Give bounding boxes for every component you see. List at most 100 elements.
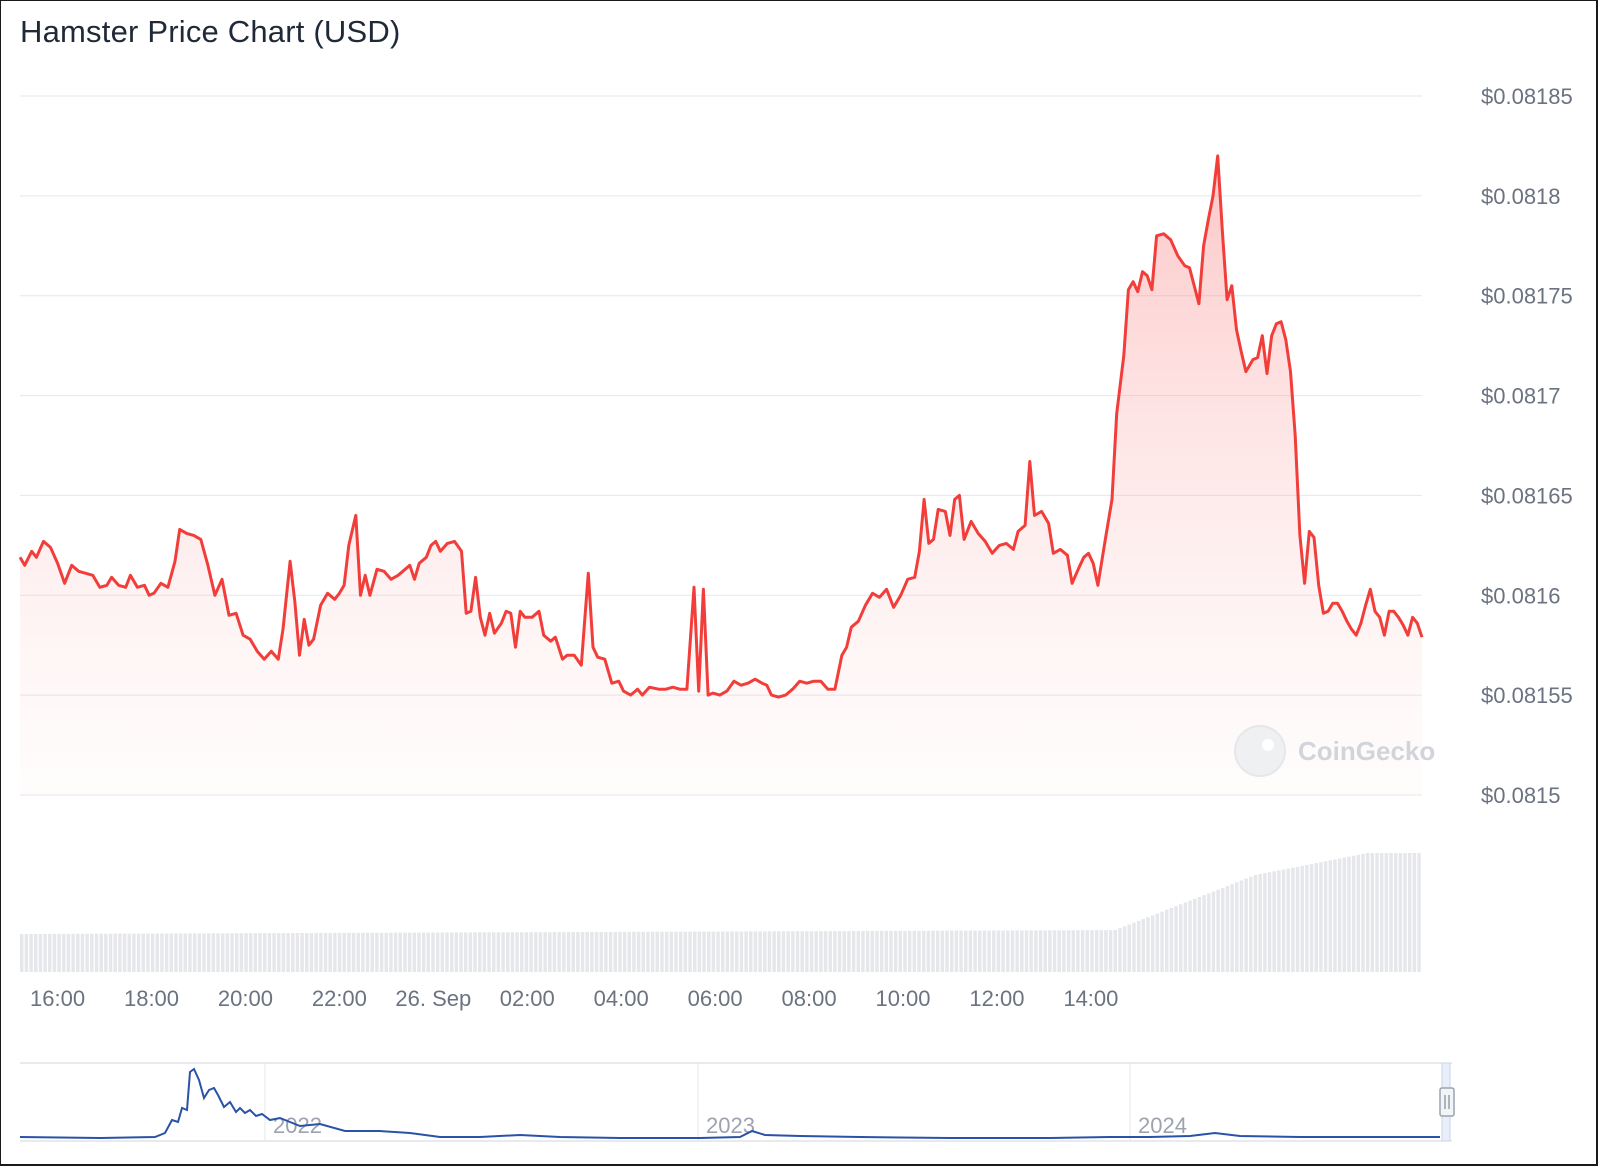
volume-bar: [664, 931, 669, 972]
volume-bar: [562, 932, 566, 972]
volume-bar: [1066, 930, 1071, 972]
volume-bar: [585, 931, 589, 972]
volume-bar: [1230, 884, 1234, 972]
volume-bar: [29, 933, 33, 972]
y-tick-label: $0.0816: [1481, 583, 1561, 608]
volume-bar: [856, 931, 860, 972]
volume-bar: [435, 932, 440, 972]
volume-bar: [898, 930, 903, 972]
volume-bar: [454, 932, 459, 972]
x-tick-label: 12:00: [969, 986, 1024, 1011]
volume-bar: [758, 931, 762, 972]
volume-bar: [146, 933, 150, 972]
volume-bar: [234, 933, 239, 972]
volume-bar: [216, 933, 220, 972]
x-tick-label: 08:00: [782, 986, 837, 1011]
volume-bar: [136, 933, 141, 972]
x-tick-label: 16:00: [30, 986, 85, 1011]
volume-bar: [384, 932, 388, 972]
volume-bar: [622, 931, 627, 972]
volume-bar: [1076, 930, 1080, 972]
y-tick-label: $0.08185: [1481, 84, 1573, 109]
volume-bar: [1001, 930, 1005, 972]
volume-bar: [1389, 853, 1393, 972]
volume-bar: [772, 931, 776, 972]
volume-bar: [38, 933, 43, 972]
volume-bar: [487, 932, 491, 972]
volume-bar: [735, 931, 739, 972]
volume-bar: [524, 932, 529, 972]
volume-bar: [468, 932, 473, 972]
volume-bar: [20, 934, 24, 972]
volume-bar: [277, 933, 281, 972]
volume-bar: [379, 932, 384, 972]
volume-bar: [239, 933, 244, 972]
volume-bar: [57, 933, 61, 972]
volume-bar: [875, 930, 879, 972]
volume-bar: [940, 930, 945, 972]
volume-bar: [1263, 873, 1267, 972]
volume-bar: [1291, 867, 1295, 972]
volume-bar: [286, 933, 290, 972]
volume-bar: [1379, 853, 1384, 972]
volume-bar: [935, 930, 940, 972]
volume-bar: [1361, 853, 1365, 972]
volume-bar: [1323, 861, 1328, 972]
volume-bar: [319, 932, 323, 972]
volume-bar: [445, 932, 449, 972]
volume-bar: [1403, 853, 1407, 972]
volume-bar: [347, 932, 351, 972]
volume-bar: [566, 932, 571, 972]
volume-bar: [127, 933, 131, 972]
volume-bar: [865, 930, 870, 972]
volume-bar: [688, 931, 692, 972]
volume-bar: [323, 932, 328, 972]
volume-bar: [1235, 882, 1239, 972]
volume-bar: [1108, 930, 1113, 972]
price-series-line[interactable]: [18, 154, 1424, 699]
volume-bar: [206, 933, 211, 972]
volume-bar: [482, 932, 487, 972]
volume-bar: [1258, 874, 1262, 972]
volume-bar: [1314, 863, 1318, 972]
volume-bar: [636, 931, 641, 972]
volume-bar: [641, 931, 646, 972]
volume-bar: [1244, 878, 1248, 972]
volume-bar: [1141, 919, 1146, 972]
volume-bar: [1020, 930, 1024, 972]
volume-bar: [361, 932, 365, 972]
volume-bar: [407, 932, 412, 972]
volume-bar: [1305, 864, 1309, 972]
volume-bar: [669, 931, 674, 972]
price-line[interactable]: [18, 154, 1424, 699]
volume-bar: [356, 932, 360, 972]
y-tick-label: $0.0817: [1481, 384, 1561, 409]
volume-bar: [160, 933, 164, 972]
volume-bar: [174, 933, 178, 972]
volume-bar: [459, 932, 463, 972]
volume-bar: [543, 932, 547, 972]
volume-bar: [921, 930, 926, 972]
volume-bar: [426, 932, 431, 972]
volume-bar: [1057, 930, 1061, 972]
volume-bar: [370, 932, 374, 972]
volume-bar: [716, 931, 720, 972]
x-tick-label: 10:00: [875, 986, 930, 1011]
volume-bar: [721, 931, 725, 972]
volume-bar: [113, 933, 117, 972]
volume-bar: [576, 932, 580, 972]
volume-bar: [949, 930, 954, 972]
volume-bar: [1365, 853, 1370, 972]
volume-bar: [104, 933, 108, 972]
volume-bar: [529, 932, 533, 972]
volume-bar: [1090, 930, 1094, 972]
range-navigator[interactable]: 2022 2023 2024: [19, 1062, 1455, 1142]
volume-bar: [85, 933, 89, 972]
volume-bar: [34, 933, 38, 972]
volume-bar: [300, 933, 304, 972]
volume-bar: [43, 933, 47, 972]
volume-bar: [188, 933, 192, 972]
navigator-handle[interactable]: [1439, 1087, 1455, 1117]
volume-bar: [954, 930, 959, 972]
